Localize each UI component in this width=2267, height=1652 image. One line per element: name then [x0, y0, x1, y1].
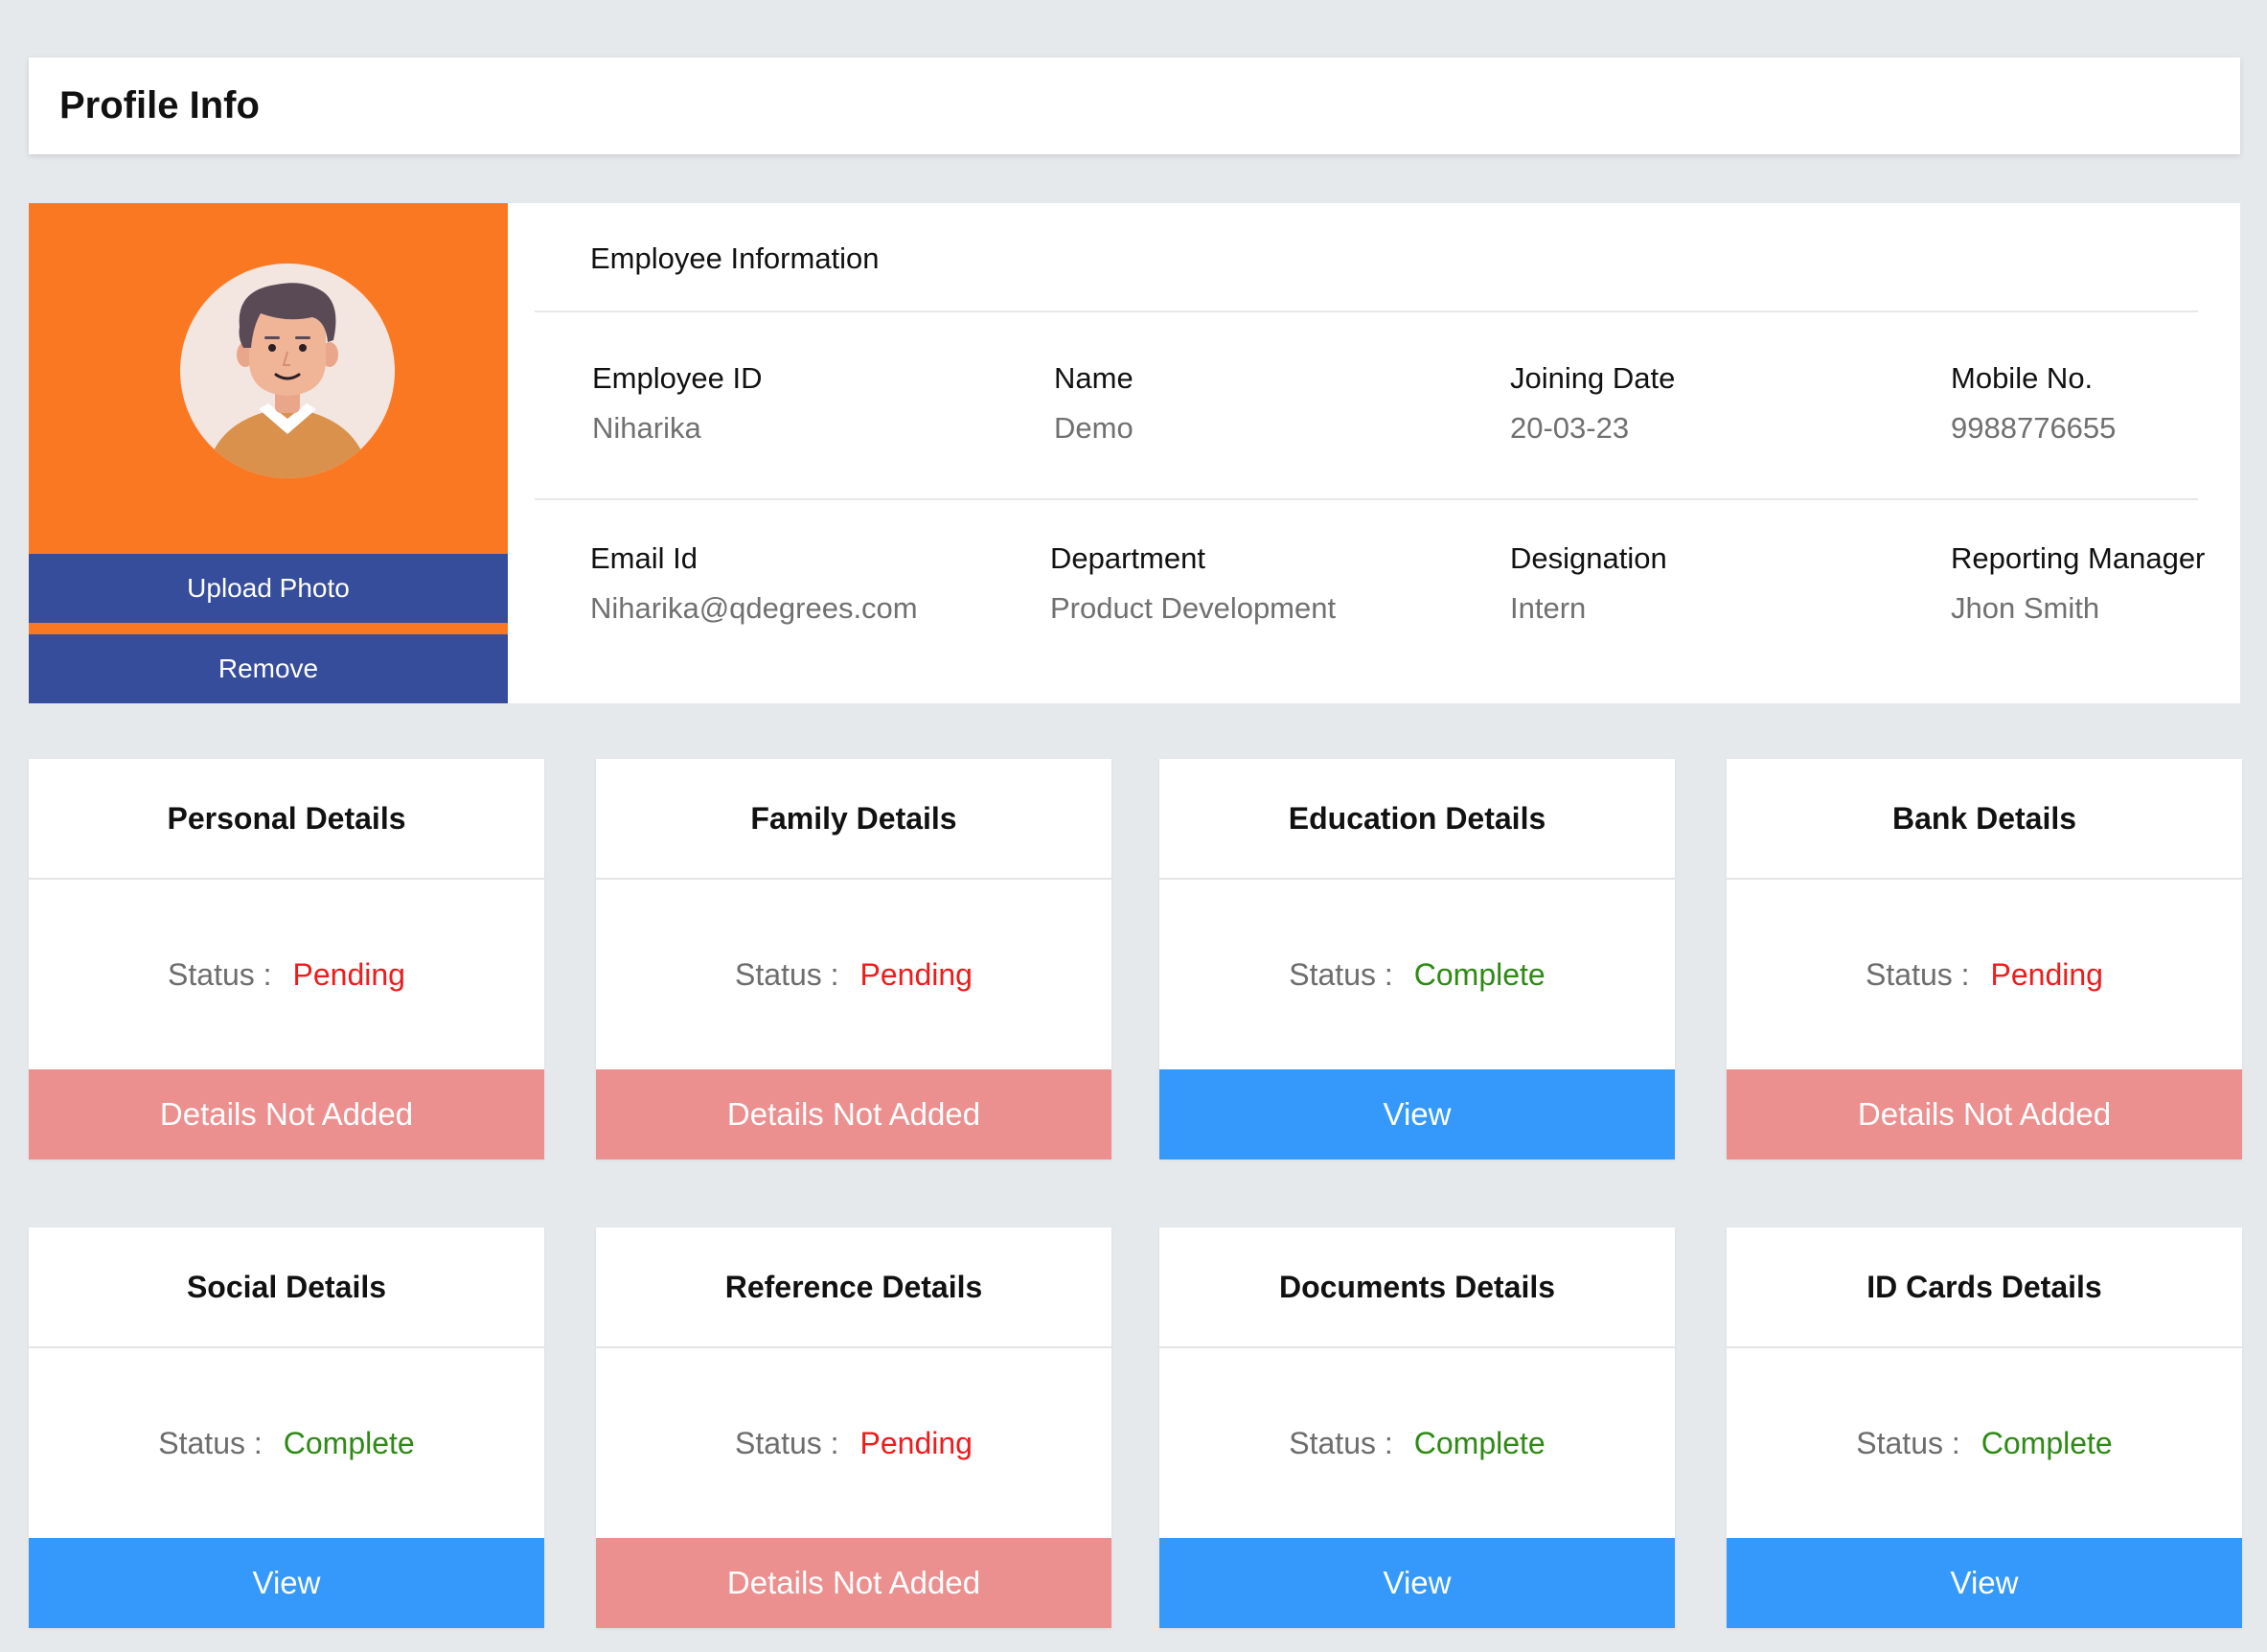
field-value: Jhon Smith [1951, 591, 2100, 625]
card-title: Social Details [29, 1228, 544, 1348]
card-social-details: Social Details Status : Complete View [29, 1228, 544, 1628]
card-id-cards-details: ID Cards Details Status : Complete View [1727, 1228, 2242, 1628]
avatar [180, 264, 395, 478]
card-status: Status : Complete [1159, 1348, 1675, 1538]
status-value: Pending [859, 956, 973, 992]
card-personal-details: Personal Details Status : Pending Detail… [29, 759, 544, 1159]
status-value: Pending [292, 956, 405, 992]
employee-information: Employee Information Employee ID Niharik… [508, 203, 2240, 703]
view-button[interactable]: View [29, 1538, 544, 1628]
card-title: ID Cards Details [1727, 1228, 2242, 1348]
profile-panel: Upload Photo Remove Employee Information… [29, 203, 2240, 703]
card-title: Personal Details [29, 759, 544, 880]
field-value: 9988776655 [1951, 411, 2117, 445]
details-not-added-button[interactable]: Details Not Added [596, 1069, 1111, 1159]
view-button[interactable]: View [1159, 1538, 1675, 1628]
divider [535, 498, 2198, 500]
card-status: Status : Complete [1727, 1348, 2242, 1538]
field-value: Intern [1510, 591, 1587, 625]
field-label: Reporting Manager [1951, 541, 2206, 575]
card-education-details: Education Details Status : Complete View [1159, 759, 1675, 1159]
card-status: Status : Pending [596, 880, 1111, 1069]
status-value: Complete [1413, 1425, 1546, 1460]
field-value: Product Development [1050, 591, 1337, 625]
remove-photo-button[interactable]: Remove [29, 634, 508, 703]
view-button[interactable]: View [1727, 1538, 2242, 1628]
photo-section: Upload Photo Remove [29, 203, 508, 703]
name-field: Name Demo [1054, 361, 1134, 446]
status-value: Pending [859, 1425, 973, 1460]
designation-field: Designation Intern [1510, 541, 1667, 626]
field-label: Name [1054, 361, 1134, 395]
status-label: Status : [735, 956, 839, 992]
view-button[interactable]: View [1159, 1069, 1675, 1159]
status-label: Status : [1866, 956, 1970, 992]
status-value: Complete [1413, 956, 1546, 992]
card-status: Status : Pending [29, 880, 544, 1069]
card-title: Education Details [1159, 759, 1675, 880]
field-value: Niharika [592, 411, 701, 445]
field-value: Demo [1054, 411, 1134, 445]
details-not-added-button[interactable]: Details Not Added [1727, 1069, 2242, 1159]
status-value: Complete [283, 1425, 415, 1460]
details-not-added-button[interactable]: Details Not Added [29, 1069, 544, 1159]
status-label: Status : [158, 1425, 263, 1460]
card-family-details: Family Details Status : Pending Details … [596, 759, 1111, 1159]
field-label: Employee ID [592, 361, 763, 395]
joining-date-field: Joining Date 20-03-23 [1510, 361, 1675, 446]
email-field: Email Id Niharika@qdegrees.com [590, 541, 918, 626]
field-label: Mobile No. [1951, 361, 2094, 395]
status-label: Status : [735, 1425, 839, 1460]
status-label: Status : [168, 956, 272, 992]
employee-id-field: Employee ID Niharika [592, 361, 762, 446]
divider [535, 310, 2198, 312]
card-title: Bank Details [1727, 759, 2242, 880]
reporting-manager-field: Reporting Manager Jhon Smith [1951, 541, 2205, 626]
department-field: Department Product Development [1050, 541, 1336, 626]
card-title: Reference Details [596, 1228, 1111, 1348]
card-status: Status : Pending [1727, 880, 2242, 1069]
page-header: Profile Info [29, 57, 2240, 154]
card-status: Status : Complete [29, 1348, 544, 1538]
card-bank-details: Bank Details Status : Pending Details No… [1727, 759, 2242, 1159]
status-value: Complete [1981, 1425, 2113, 1460]
status-label: Status : [1289, 1425, 1393, 1460]
card-title: Family Details [596, 759, 1111, 880]
status-value: Pending [1990, 956, 2103, 992]
mobile-field: Mobile No. 9988776655 [1951, 361, 2116, 446]
card-status: Status : Complete [1159, 880, 1675, 1069]
field-label: Joining Date [1510, 361, 1676, 395]
section-title: Employee Information [590, 241, 880, 275]
card-status: Status : Pending [596, 1348, 1111, 1538]
details-not-added-button[interactable]: Details Not Added [596, 1538, 1111, 1628]
card-documents-details: Documents Details Status : Complete View [1159, 1228, 1675, 1628]
status-label: Status : [1856, 1425, 1960, 1460]
field-label: Email Id [590, 541, 698, 575]
field-value: Niharika@qdegrees.com [590, 591, 918, 625]
card-reference-details: Reference Details Status : Pending Detai… [596, 1228, 1111, 1628]
field-label: Department [1050, 541, 1205, 575]
field-value: 20-03-23 [1510, 411, 1630, 445]
card-title: Documents Details [1159, 1228, 1675, 1348]
field-label: Designation [1510, 541, 1667, 575]
page-title: Profile Info [59, 84, 260, 126]
avatar-illustration [207, 283, 368, 478]
status-label: Status : [1289, 956, 1393, 992]
upload-photo-button[interactable]: Upload Photo [29, 554, 508, 623]
